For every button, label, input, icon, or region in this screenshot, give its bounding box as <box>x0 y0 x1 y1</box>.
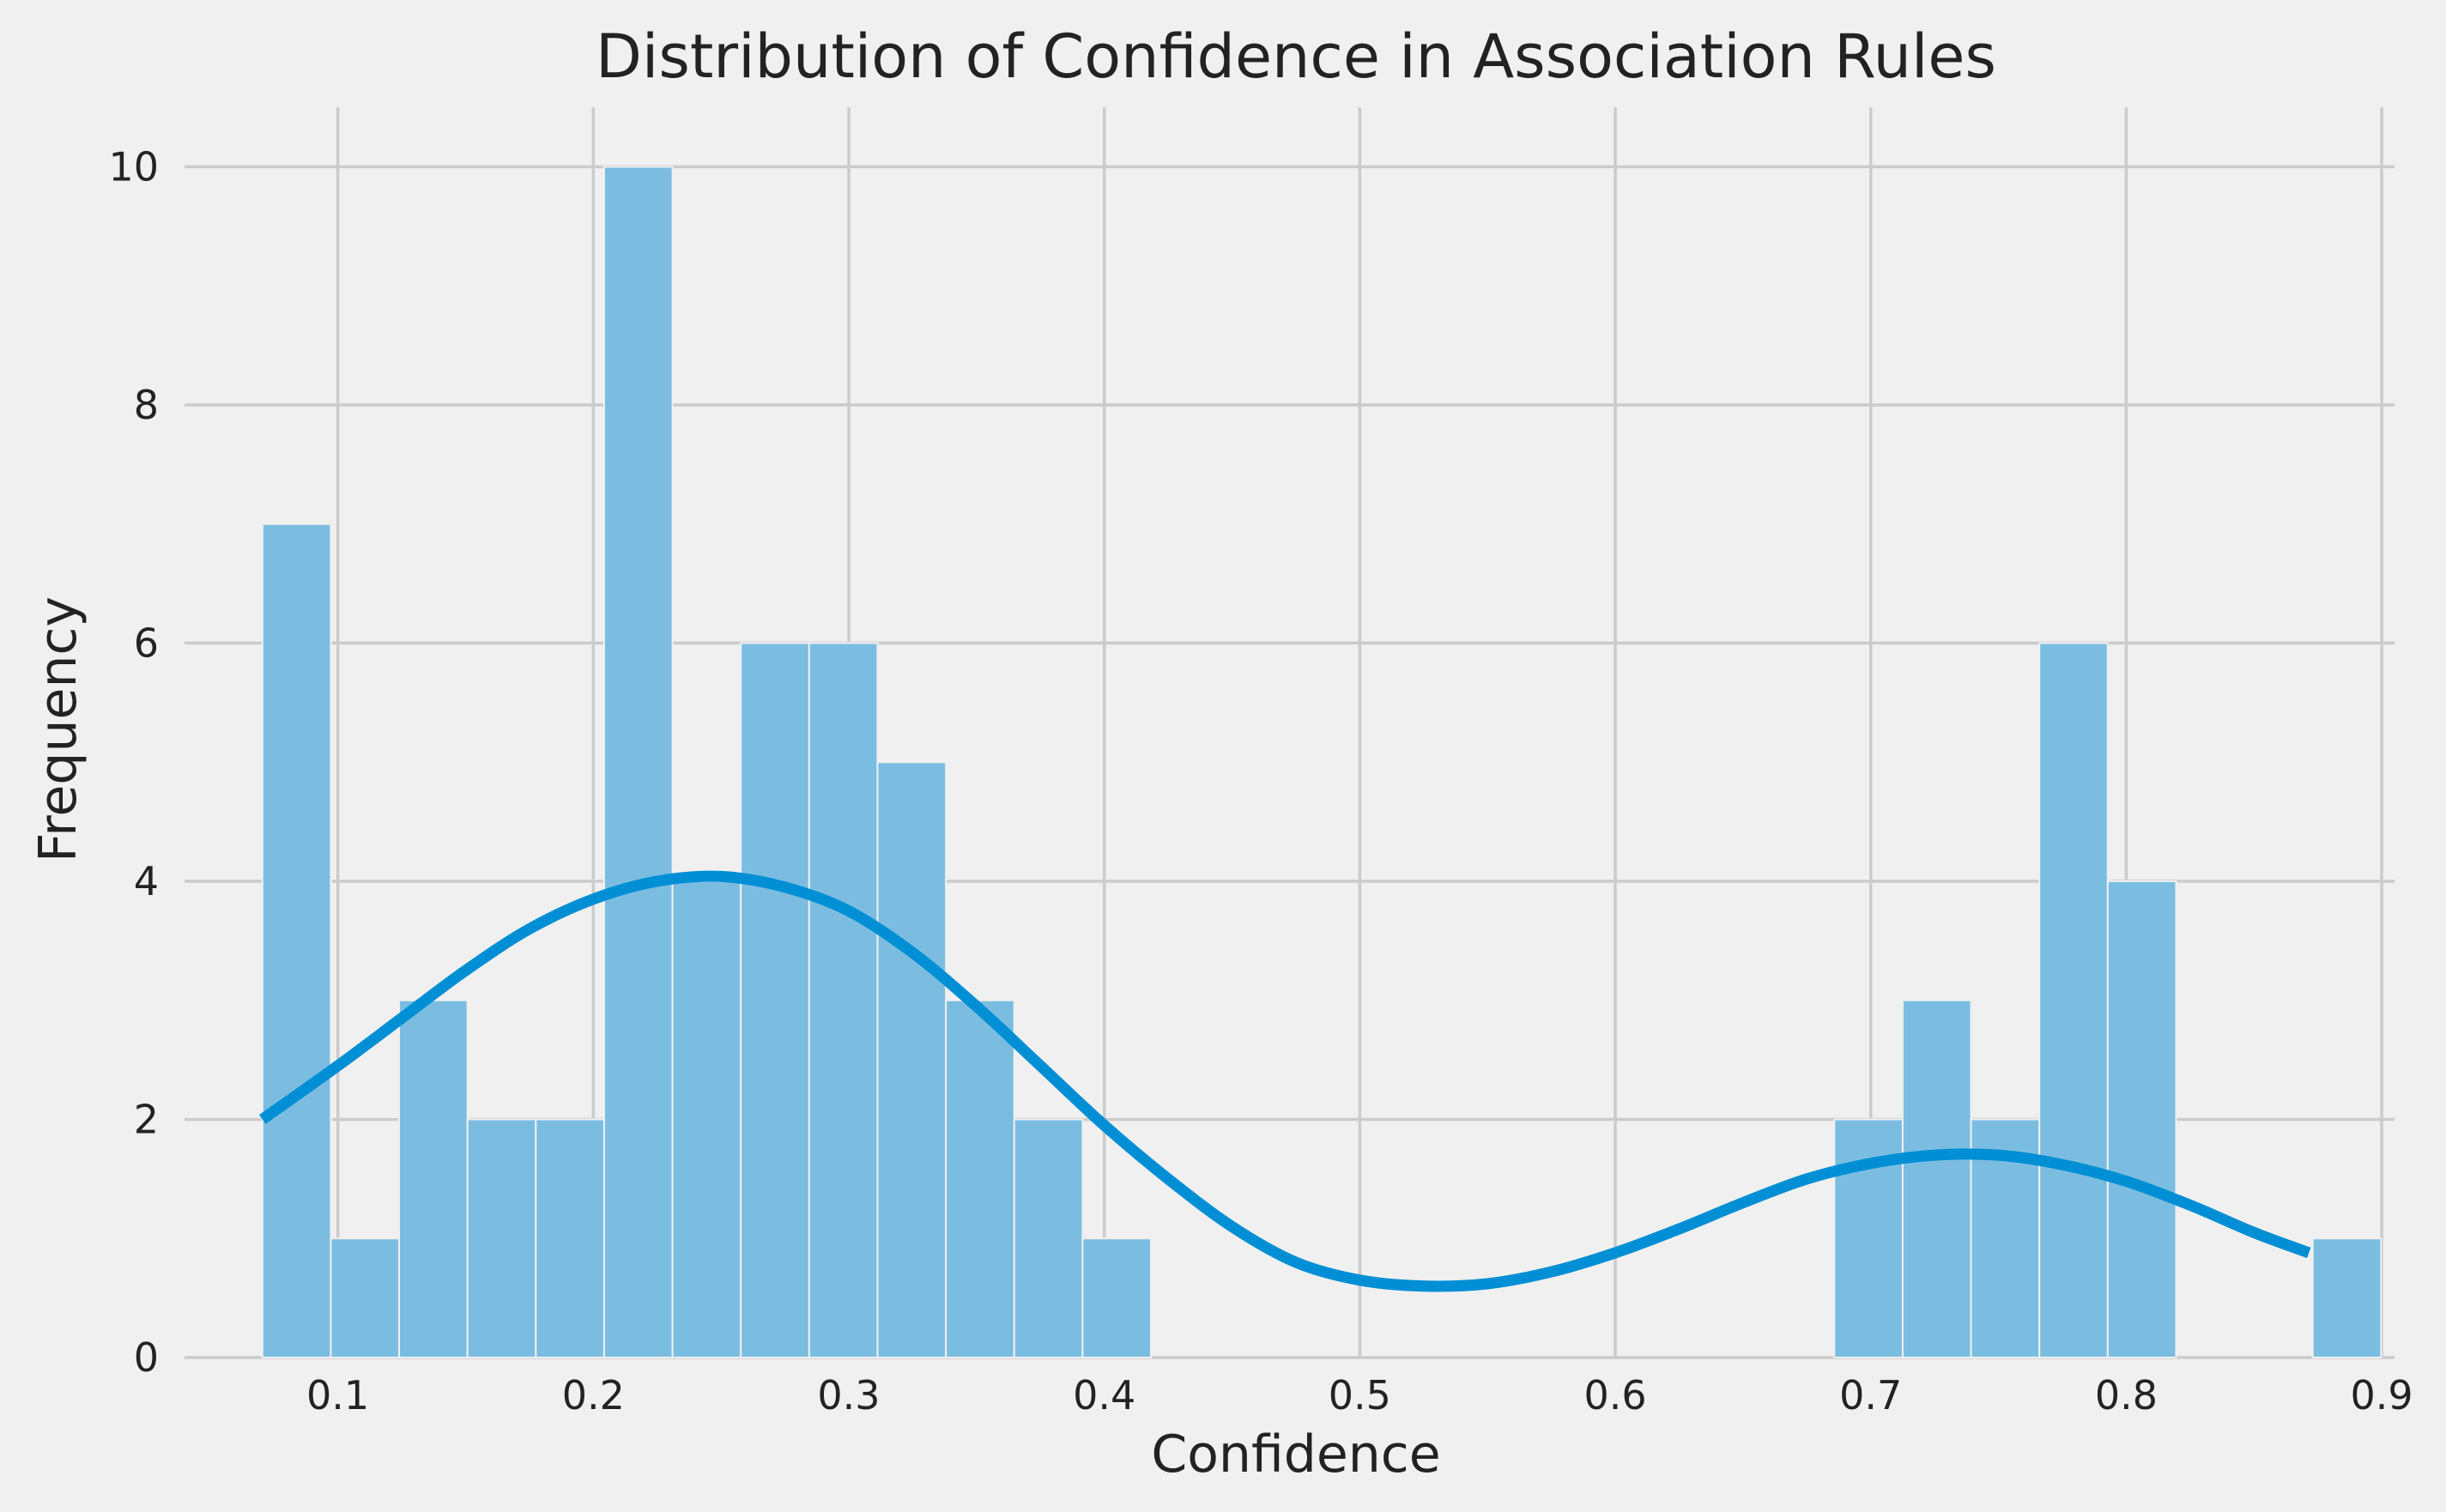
kde-curve-group <box>259 870 2311 1292</box>
x-axis-label: Confidence <box>1151 1424 1440 1485</box>
y-tick-label: 2 <box>134 1096 159 1142</box>
chart-title: Distribution of Confidence in Associatio… <box>596 21 1996 92</box>
histogram-bar <box>398 999 469 1358</box>
x-tick-label: 0.5 <box>1329 1372 1391 1418</box>
x-tick-label: 0.3 <box>817 1372 880 1418</box>
x-tick-label: 0.1 <box>306 1372 369 1418</box>
histogram-bars <box>261 166 2382 1358</box>
tick-labels: 0.1 0.2 0.3 0.4 0.5 0.6 0.7 0.8 0.9 0 2 4 6 8 10 <box>108 143 2413 1418</box>
histogram-bar <box>261 523 332 1358</box>
kde-curve <box>259 870 2311 1292</box>
y-axis-label: Frequency <box>28 596 88 862</box>
histogram-bar <box>808 642 879 1358</box>
x-tick-label: 0.4 <box>1073 1372 1135 1418</box>
x-tick-label: 0.9 <box>2351 1372 2413 1418</box>
histogram-bar <box>876 761 948 1358</box>
histogram-bar <box>535 1118 605 1358</box>
histogram-bar <box>740 642 810 1358</box>
histogram-bar <box>1901 999 1972 1358</box>
x-tick-label: 0.6 <box>1583 1372 1646 1418</box>
y-tick-label: 10 <box>108 143 159 190</box>
x-tick-label: 0.2 <box>562 1372 625 1418</box>
y-tick-label: 6 <box>134 620 159 666</box>
histogram-bar <box>2038 642 2109 1358</box>
histogram-bar <box>1013 1118 1084 1358</box>
x-tick-label: 0.7 <box>1839 1372 1902 1418</box>
histogram-bar <box>2311 1237 2382 1358</box>
histogram-bar <box>466 1118 537 1358</box>
histogram-bar <box>945 999 1015 1358</box>
y-tick-label: 0 <box>134 1334 159 1381</box>
y-tick-label: 4 <box>134 858 159 904</box>
histogram-bar <box>330 1237 401 1358</box>
y-tick-label: 8 <box>134 382 159 428</box>
histogram-bar <box>602 166 674 1358</box>
x-tick-label: 0.8 <box>2095 1372 2158 1418</box>
histogram-bar <box>1081 1237 1153 1358</box>
histogram-bar <box>2106 880 2177 1358</box>
histogram-bar <box>671 880 742 1358</box>
